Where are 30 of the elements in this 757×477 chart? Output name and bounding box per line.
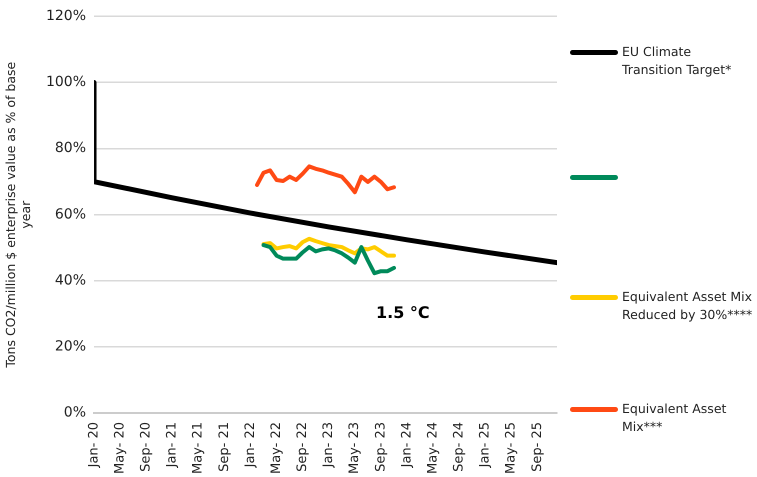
x-tick-label: Sep- 22 (295, 422, 310, 472)
x-tick-label: Jan- 22 (242, 422, 258, 468)
y-tick-label: 120% (46, 8, 86, 24)
x-tick-label: Sep- 20 (138, 422, 154, 472)
x-tick-label: Sep- 21 (216, 422, 232, 472)
x-tick-label: May- 21 (190, 422, 206, 474)
x-tick-label: Jan- 21 (164, 422, 180, 468)
x-tick-label: May- 23 (347, 422, 362, 474)
y-tick-label: 20% (54, 338, 86, 355)
y-tick-label: 100% (46, 74, 86, 90)
x-tick-label: May- 24 (425, 422, 440, 474)
x-tick-label: May- 20 (112, 422, 128, 474)
x-tick-label: Jan- 23 (321, 422, 336, 468)
legend-label: EU Climate Transition Target* (622, 43, 732, 79)
y-tick-label: 60% (54, 206, 86, 222)
x-tick-label: May- 22 (268, 422, 284, 474)
x-tick-label: May- 25 (504, 422, 519, 474)
y-tick-label: 0% (64, 404, 86, 421)
x-tick-label: Jan- 25 (478, 422, 493, 468)
y-tick-label: 80% (54, 140, 86, 156)
x-tick-label: Jan- 20 (86, 422, 102, 468)
legend-label: Equivalent Asset Mix Reduced by 30%**** (622, 288, 754, 324)
x-tick-label: Sep- 24 (452, 422, 467, 472)
x-tick-label: Sep- 23 (373, 422, 388, 472)
annotation: 1.5 °C (376, 302, 430, 322)
x-tick-label: Sep- 25 (530, 422, 545, 472)
x-tick-label: Jan- 24 (399, 422, 414, 468)
y-axis-title: Tons CO2/million $ enterprise value as % of base year (2, 61, 33, 369)
legend-label: Equivalent Asset Mix*** (622, 400, 728, 436)
y-tick-label: 40% (54, 272, 86, 288)
